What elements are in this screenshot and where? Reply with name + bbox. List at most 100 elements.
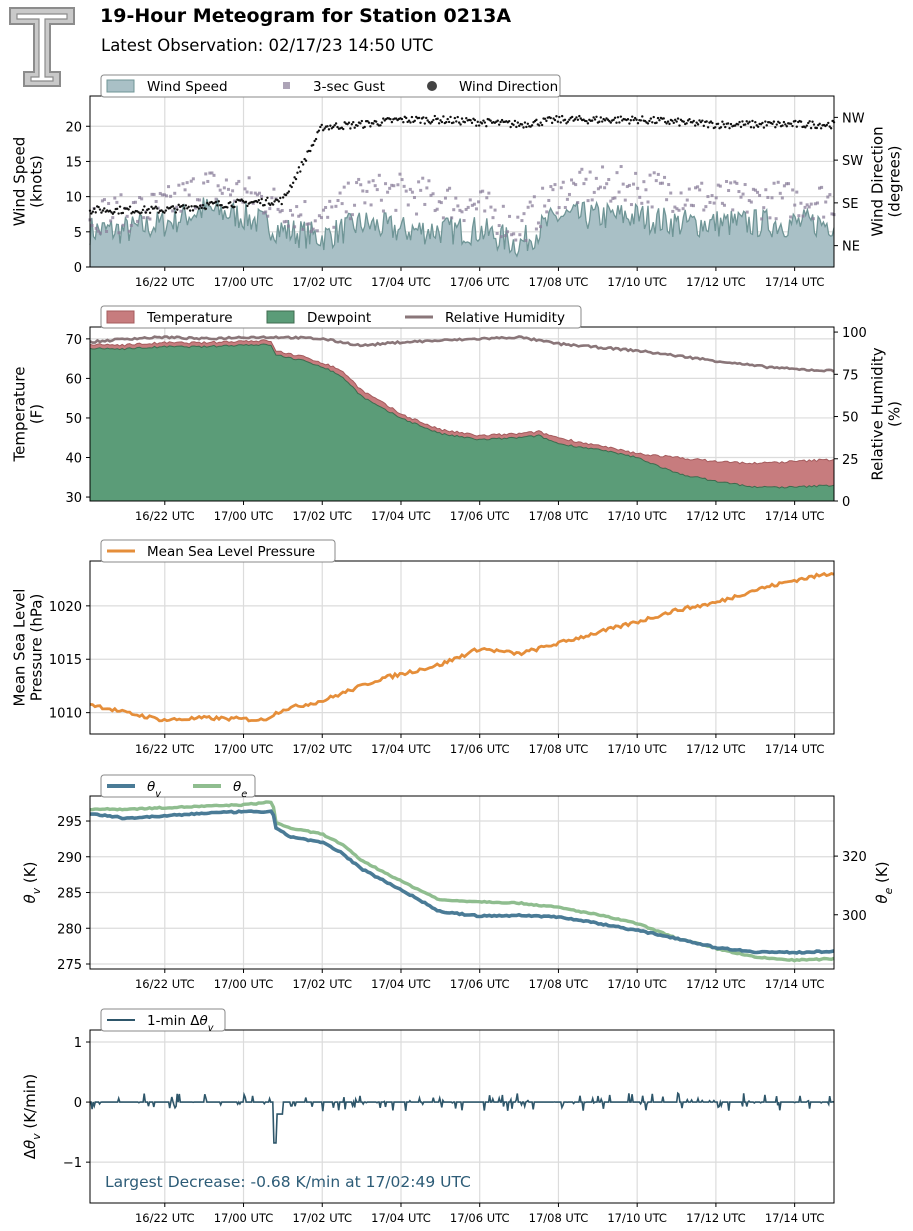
gust-point	[446, 188, 450, 192]
theta-e-line	[89, 800, 835, 963]
direction-point	[374, 120, 378, 123]
gust-point	[212, 173, 216, 177]
direction-point	[764, 120, 767, 123]
x-tick-label: 16/22 UTC	[135, 742, 195, 756]
x-tick-label: 17/06 UTC	[450, 742, 510, 756]
gust-point	[233, 199, 237, 203]
gust-point	[687, 187, 691, 191]
direction-point	[694, 124, 697, 127]
direction-point	[477, 124, 481, 127]
gust-point	[543, 204, 547, 208]
direction-point	[749, 126, 753, 129]
legend-box	[100, 1008, 226, 1032]
gust-point	[706, 195, 710, 199]
gust-point	[160, 193, 164, 197]
dtheta-line	[90, 1091, 835, 1144]
gust-point	[782, 184, 786, 188]
gust-point	[797, 214, 801, 218]
gust-point	[268, 207, 272, 211]
gust-point	[179, 209, 183, 213]
direction-point	[216, 204, 219, 207]
direction-point	[633, 116, 637, 120]
direction-point	[304, 159, 308, 162]
direction-point	[629, 119, 633, 122]
direction-point	[540, 123, 544, 127]
direction-point	[552, 117, 555, 120]
plot-frame	[89, 795, 835, 970]
direction-point	[204, 207, 208, 210]
y2-axis-label: (%)	[886, 401, 904, 427]
direction-point	[745, 120, 748, 123]
x-tick-label: 17/08 UTC	[529, 742, 589, 756]
x-tick-label: 17/10 UTC	[607, 977, 667, 991]
gust-point	[611, 196, 615, 200]
x-tick-label: 17/02 UTC	[292, 1211, 352, 1225]
direction-point	[499, 120, 502, 124]
gust-point	[100, 199, 104, 203]
direction-point	[778, 121, 781, 125]
y-tick-label: 20	[65, 120, 82, 135]
x-tick-label: 17/06 UTC	[450, 275, 510, 289]
gust-point	[365, 189, 369, 193]
direction-point	[635, 118, 638, 121]
y2-tick-label: 320	[842, 850, 867, 865]
legend-swatch	[106, 79, 135, 93]
y-tick-label: 70	[65, 333, 82, 348]
gust-point	[632, 182, 636, 186]
direction-point	[349, 127, 352, 130]
gust-point	[727, 189, 731, 193]
x-tick-label: 17/14 UTC	[765, 275, 825, 289]
gust-point	[634, 171, 638, 175]
direction-point	[716, 122, 720, 125]
direction-point	[751, 119, 754, 123]
gust-point	[439, 201, 443, 205]
y-tick-label: 0	[74, 1096, 82, 1111]
gust-point	[607, 177, 611, 181]
direction-point	[342, 127, 345, 131]
gust-point	[704, 205, 708, 209]
direction-point	[656, 116, 660, 120]
direction-point	[566, 120, 570, 123]
gust-point	[255, 193, 259, 197]
gust-point	[640, 201, 644, 205]
y2-tick-label: SE	[842, 197, 858, 212]
gust-point	[220, 191, 224, 195]
direction-point	[196, 205, 199, 209]
direction-point	[407, 119, 411, 122]
direction-point	[746, 122, 750, 125]
gust-point	[629, 203, 633, 207]
gust-point	[158, 191, 162, 195]
x-tick-label: 17/12 UTC	[686, 742, 746, 756]
mslp-line	[89, 571, 835, 723]
gust-point	[685, 198, 689, 202]
direction-point	[417, 116, 421, 120]
gust-point	[450, 216, 454, 220]
gust-point	[683, 203, 687, 207]
direction-point	[323, 127, 326, 130]
direction-point	[319, 125, 322, 129]
direction-point	[809, 126, 813, 130]
direction-point	[608, 119, 611, 123]
direction-point	[264, 199, 268, 202]
legend-box	[100, 539, 336, 563]
gust-point	[555, 211, 559, 215]
direction-point	[356, 124, 359, 127]
direction-point	[695, 121, 698, 124]
gust-point	[679, 191, 683, 195]
gust-point	[326, 215, 330, 219]
x-tick-label: 16/22 UTC	[135, 509, 195, 523]
direction-point	[463, 121, 467, 124]
direction-point	[701, 119, 704, 122]
direction-point	[280, 202, 283, 206]
gust-point	[297, 214, 301, 218]
direction-point	[662, 117, 665, 120]
direction-point	[322, 129, 325, 132]
direction-point	[752, 126, 756, 129]
gust-point	[491, 216, 495, 220]
direction-point	[598, 120, 601, 123]
gust-point	[541, 186, 545, 190]
direction-point	[164, 209, 168, 212]
direction-point	[94, 211, 97, 214]
direction-point	[636, 122, 640, 125]
gust-point	[615, 171, 619, 175]
